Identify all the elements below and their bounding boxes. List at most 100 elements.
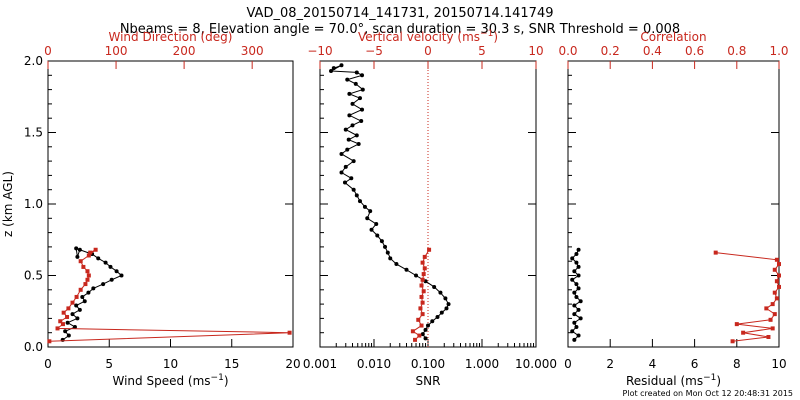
panel-2-series-1-point [379,239,384,244]
panel-1-series-1-point [96,256,101,261]
panel-3-series-1-point [578,299,583,304]
panel-3-series-2-point [770,326,775,331]
panel-3-series-1-point [572,290,577,295]
panel-1-series-2-point [83,282,88,287]
panel-3-series-2-point [774,257,779,262]
top-tick-label: 0.4 [643,44,662,58]
panel-2-series-1-point [430,319,435,324]
panel-2-series-1-point [347,91,352,96]
panel-1-series-1-point [77,307,82,312]
panel-2-series-1-point [374,222,379,227]
title-line-2: Nbeams = 8, Elevation angle = 70.0°, sca… [120,22,680,37]
panel-2-series-2-point [427,247,432,252]
panel-1-series-1-point [80,294,85,299]
top-tick-label: 0 [44,44,52,58]
panel-2-series-1-point [360,73,365,78]
x-tick-label: 4 [649,357,657,371]
x-tick-label: 1.000 [465,357,499,371]
x-tick-label: 0.001 [303,357,337,371]
panel-2-series-1-point [439,310,444,315]
panel-2-series-1-point [339,170,344,175]
panel-2-series-1-point [388,256,393,261]
panel-1-series-1-point [109,277,114,282]
panel-2-series-1-point [359,119,364,124]
panel-3-series-2-point [741,330,746,335]
panel-3-series-2-point [774,296,779,301]
panel-1-series-1-point [82,299,87,304]
panel-2-series-2-point [413,337,418,342]
panel-1-series-1-point [74,303,79,308]
x-tick-label: 5 [105,357,113,371]
panel-1-series-2-point [78,259,83,264]
panel-3-top-axis-label: Correlation [640,30,706,44]
panel-3-series-1-point [574,282,579,287]
panel-2-series-1-point [342,180,347,185]
panel-2-series-1-point [345,77,350,82]
panel-2-series-1-point [423,336,428,341]
panel-2-series-1-point [426,323,430,328]
panel-2-series-1-point [351,187,356,192]
panel-2-series-2-point [422,254,427,259]
panel-3-series-1-point [576,333,581,338]
panel-2-series-1-point [414,273,419,278]
panel-3-series-2-point [772,290,777,295]
y-axis-label: z (km AGL) [1,171,15,237]
panel-1-series-1-point [70,312,75,317]
panel-1-series-1-point [108,264,113,269]
panel-1-series-2-point [85,277,90,282]
panel-1-series-2-point [58,319,63,324]
panel-1-series-2-point [70,300,75,305]
panel-2-series-1-point [435,314,440,319]
panel-1-x-axis-label: Wind Speed (ms−1) [113,373,229,388]
panel-3-series-1-line [571,249,582,341]
panel-2-series-1-point [331,66,336,71]
panel-2-series-2-point [417,333,422,338]
panel-1-series-2-point [74,294,79,299]
panel-3-series-2-line [715,252,780,342]
x-tick-label: 10 [163,357,178,371]
panel-3-series-2-point [777,284,781,289]
panel-2-series-2-point [422,266,427,271]
panel-3-frame [567,60,780,348]
panel-2-series-2-point [410,329,415,334]
x-tick-label: 20 [285,357,300,371]
panel-3-series-1-point [574,260,579,265]
x-tick-label: 0.010 [357,357,391,371]
y-tick-label: 2.0 [24,54,43,68]
panel-2-series-1-point [420,332,425,337]
panel-3-series-2-point [770,302,775,307]
panel-2-series-2-point [416,317,421,322]
panel-2-series-1-point [354,193,359,198]
panel-3-series-1-point [572,312,577,317]
panel-1-series-1-point [66,333,71,338]
panel-2-series-1-point [365,216,370,221]
panel-3-series-1-point [576,264,581,269]
panel-3-series-1-point [578,316,583,321]
panel-3-series-2-point [730,339,735,344]
panel-2-series-1-point [369,227,374,232]
panel-3-series-1-point [572,337,577,342]
top-tick-label: 10 [528,44,543,58]
top-tick-label: 0 [424,44,432,58]
panel-2-series-1-point [362,204,367,209]
panel-2-series-2-point [420,260,425,265]
panel-2-series-2-point [419,294,424,299]
panel-2-series-1-point [360,87,365,92]
top-tick-label: 200 [173,44,196,58]
panel-1-series-1-point [103,260,108,265]
panel-1-series-1-point [72,324,77,329]
panel-3-series-2-point [774,279,779,284]
panel-1-series-2-point [55,326,60,331]
panel-2-series-2-point [419,323,424,328]
panel-3-series-2-point [766,334,771,339]
panel-1-series-1-point [91,286,96,291]
panel-2-series-1-point [339,63,344,68]
panel-1-series-2-line [49,249,290,342]
panel-1-series-1-line [62,248,123,341]
panel-3-series-2-point [764,306,769,311]
panel-2-series-2-point [421,272,426,277]
x-tick-label: 2 [606,357,614,371]
panel-3-series-2-point [777,262,781,267]
panel-1-series-2-point [60,322,65,327]
